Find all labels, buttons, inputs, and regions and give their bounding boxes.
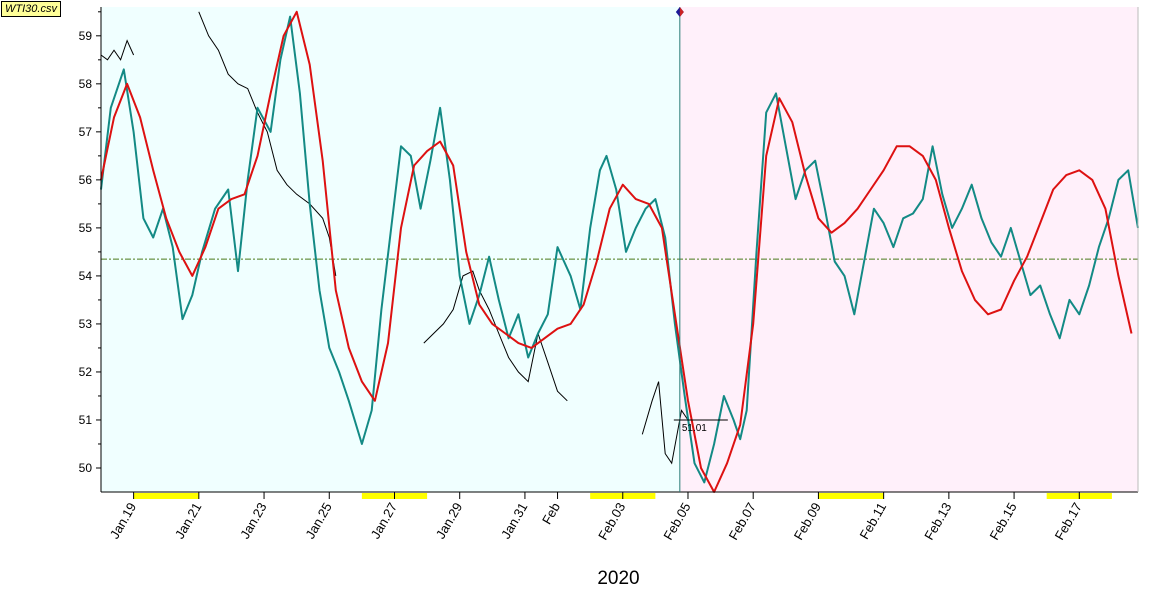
plot-background: [101, 7, 1138, 492]
y-tick-label: 53: [79, 317, 93, 331]
past-region: [101, 7, 680, 492]
x-tick-label: Feb.09: [791, 500, 824, 543]
x-axis-year-row: 2020: [0, 568, 1149, 590]
forecast-region: [679, 7, 1138, 492]
last-price-label: 51.01: [682, 423, 707, 434]
x-tick-label: Jan.19: [107, 500, 140, 541]
weekend-band: [818, 493, 884, 499]
y-tick-label: 57: [79, 125, 93, 139]
x-tick-label: Feb: [539, 500, 563, 527]
x-tick-label: Feb.17: [1052, 500, 1085, 543]
file-label: WTI30.csv: [1, 1, 61, 17]
y-tick-label: 51: [79, 413, 93, 427]
x-tick-label: Feb.15: [986, 500, 1019, 543]
y-tick-label: 58: [79, 77, 93, 91]
x-tick-label: Jan.27: [368, 500, 401, 541]
x-tick-label: Jan.25: [302, 500, 335, 541]
y-tick-label: 50: [79, 461, 93, 475]
cycle-line: [100, 15, 1139, 484]
x-tick-label: Feb.07: [726, 500, 759, 543]
current-time-marker: 51.01: [673, 7, 728, 492]
price-line: [423, 270, 568, 402]
x-tick-label: Feb.13: [921, 500, 954, 543]
x-tick-label: Feb.11: [856, 500, 889, 542]
y-tick-label: 54: [79, 269, 93, 283]
x-tick-label: Feb.05: [660, 500, 693, 543]
x-tick-label: Jan.29: [433, 500, 466, 541]
smooth-forecast-line: [100, 10, 1133, 493]
x-axis-title: 2020: [597, 568, 640, 589]
x-tick-label: Jan.23: [237, 500, 270, 541]
price-line: [100, 39, 135, 61]
weekend-band: [133, 493, 199, 499]
y-tick-label: 59: [79, 29, 93, 43]
y-tick-label: 55: [79, 221, 93, 235]
x-tick-label: Feb.03: [595, 500, 628, 543]
x-tick-label: Jan.31: [498, 500, 531, 541]
x-tick-label: Jan.21: [172, 500, 205, 541]
price-line: [641, 381, 689, 465]
current-time-diamond-half: [679, 7, 684, 17]
series-lines: [100, 10, 1139, 493]
price-line: [198, 11, 337, 276]
y-tick-label: 52: [79, 365, 93, 379]
y-tick-label: 56: [79, 173, 93, 187]
